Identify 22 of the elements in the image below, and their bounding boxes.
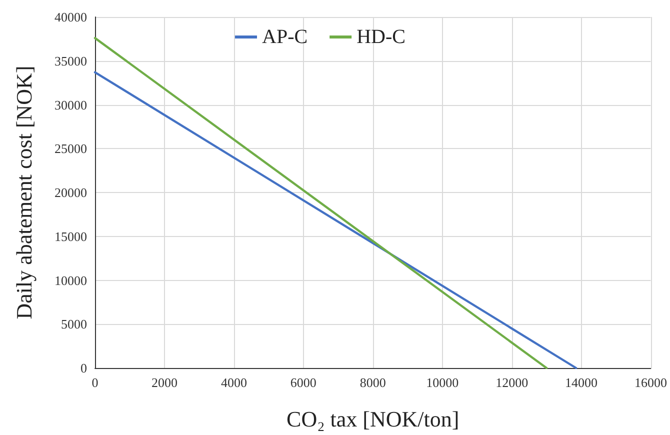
x-tick-label: 16000 [634, 375, 667, 390]
y-tick-label: 5000 [61, 316, 87, 332]
x-axis-title: CO₂ tax [NOK/ton] [286, 406, 460, 432]
x-tick-label: 8000 [360, 375, 386, 390]
x-tick-label: 10000 [426, 375, 459, 390]
legend-label: HD-C [356, 26, 406, 48]
y-tick-label: 35000 [54, 53, 87, 68]
y-tick-label: 15000 [54, 228, 87, 244]
x-tick-label: 12000 [496, 375, 528, 390]
x-tick-label: 14000 [565, 375, 598, 390]
x-tick-label: 2000 [151, 375, 178, 390]
x-tick-label: 6000 [290, 375, 316, 390]
y-tick-label: 10000 [54, 272, 87, 288]
y-tick-label: 0 [80, 360, 87, 376]
y-tick-label: 25000 [54, 141, 87, 156]
y-tick-label: 20000 [54, 185, 87, 200]
x-tick-label: 4000 [220, 375, 247, 390]
y-tick-label: 40000 [54, 10, 87, 24]
legend-label: AP-C [262, 26, 308, 48]
y-axis-title: Daily abatement cost [NOK] [12, 66, 36, 320]
y-tick-label: 30000 [54, 97, 87, 112]
x-tick-label: 0 [92, 375, 98, 390]
